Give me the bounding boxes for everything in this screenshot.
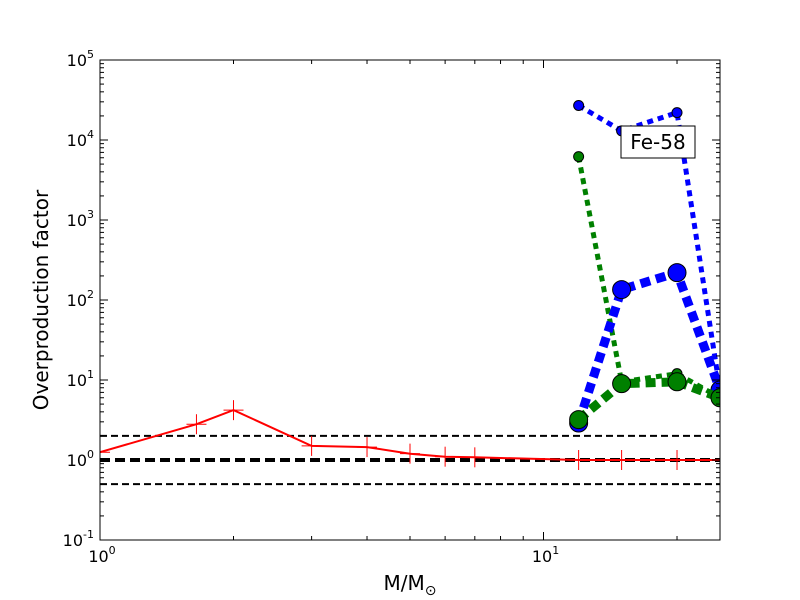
y-tick-label: 104 bbox=[67, 128, 94, 150]
data-point bbox=[573, 151, 585, 163]
y-tick-label: 105 bbox=[67, 48, 94, 70]
y-tick-label-base: 10 bbox=[67, 211, 87, 230]
y-tick-label: 100 bbox=[67, 448, 94, 470]
y-tick-label-base: 10 bbox=[67, 51, 87, 70]
x-tick-label: 101 bbox=[532, 544, 559, 566]
x-tick-label-exponent: 0 bbox=[109, 544, 116, 557]
series-line bbox=[574, 267, 720, 425]
data-point bbox=[667, 263, 687, 283]
data-point bbox=[569, 410, 589, 430]
x-axis-label: M/M⊙ bbox=[384, 571, 437, 599]
annotation-frame bbox=[620, 125, 696, 159]
x-tick-label: 100 bbox=[88, 544, 115, 566]
y-axis-label: Overproduction factor bbox=[29, 189, 53, 410]
annotation-label: Fe-58 bbox=[630, 130, 685, 154]
y-tick-label-base: 10 bbox=[67, 371, 87, 390]
y-tick-label-base: 10 bbox=[67, 291, 87, 310]
y-tick-label-exponent: 1 bbox=[87, 368, 94, 381]
data-point bbox=[667, 372, 687, 392]
series-group bbox=[100, 99, 720, 470]
x-tick-label-base: 10 bbox=[88, 547, 108, 566]
y-tick-label-exponent: 4 bbox=[87, 128, 94, 141]
x-axis-label-text: M/M bbox=[384, 571, 425, 595]
y-tick-label: 10-1 bbox=[63, 528, 94, 550]
y-tick-label-base: 10 bbox=[63, 531, 83, 550]
y-tick-label-exponent: 3 bbox=[87, 208, 94, 221]
y-tick-label: 103 bbox=[67, 208, 94, 230]
data-point bbox=[612, 374, 632, 394]
x-tick-label-base: 10 bbox=[532, 547, 552, 566]
x-tick-label-exponent: 1 bbox=[552, 544, 559, 557]
series bbox=[569, 372, 720, 430]
y-tick-label-exponent: 2 bbox=[87, 288, 94, 301]
x-axis-label-subscript: ⊙ bbox=[425, 583, 437, 599]
data-point bbox=[710, 388, 720, 408]
y-tick-label-base: 10 bbox=[67, 131, 87, 150]
series bbox=[100, 400, 720, 470]
series-line bbox=[575, 377, 720, 424]
y-tick-label-exponent: 5 bbox=[87, 48, 94, 61]
data-point bbox=[612, 280, 632, 300]
y-tick-label: 102 bbox=[67, 288, 94, 310]
plot-frame bbox=[99, 59, 721, 541]
y-tick-label: 101 bbox=[67, 368, 94, 390]
annotation-box: Fe-58 bbox=[620, 125, 696, 159]
y-tick-label-base: 10 bbox=[67, 451, 87, 470]
data-point bbox=[573, 99, 585, 111]
data-point bbox=[671, 107, 683, 119]
series-line bbox=[577, 103, 720, 391]
y-tick-label-exponent: -1 bbox=[83, 528, 94, 541]
y-tick-label-exponent: 0 bbox=[87, 448, 94, 461]
